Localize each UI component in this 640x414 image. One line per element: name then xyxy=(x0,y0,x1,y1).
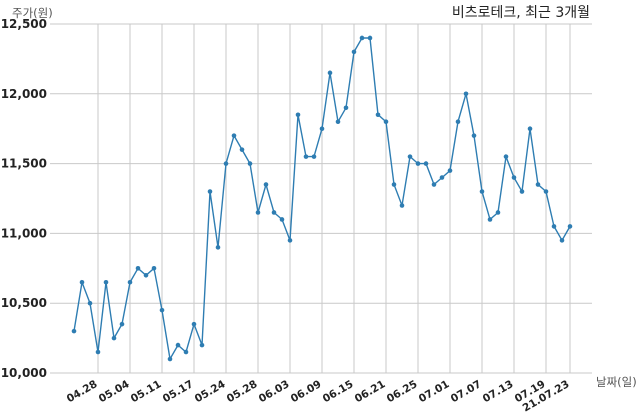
data-point xyxy=(303,154,309,159)
x-tick-label: 05.24 xyxy=(193,378,228,405)
data-point xyxy=(199,342,205,348)
data-point xyxy=(455,119,461,125)
tick-labels: 10,000 10,500 11,000 11,500 12,000 12,500 04.2… xyxy=(1,17,572,414)
data-point xyxy=(127,279,133,285)
data-point xyxy=(151,266,157,271)
y-tick-label: 11,000 xyxy=(1,226,47,240)
data-point xyxy=(111,335,117,341)
data-point xyxy=(471,133,477,138)
x-tick-label: 07.13 xyxy=(481,378,516,405)
data-point xyxy=(535,182,541,187)
data-point xyxy=(359,35,365,41)
data-point xyxy=(559,238,565,243)
data-point xyxy=(159,307,165,313)
data-point xyxy=(391,182,397,187)
data-points xyxy=(71,35,573,362)
data-point xyxy=(503,154,509,159)
data-point xyxy=(255,210,261,215)
x-tick-label: 05.11 xyxy=(129,378,164,405)
x-tick-label: 06.03 xyxy=(257,378,292,405)
data-point xyxy=(495,210,501,215)
data-point xyxy=(447,168,453,173)
data-point xyxy=(247,161,253,166)
data-point xyxy=(551,224,557,229)
x-axis-unit-label: 날짜(일) xyxy=(596,375,637,389)
data-point xyxy=(71,328,77,334)
data-point xyxy=(519,189,525,194)
data-point xyxy=(143,272,149,278)
data-point xyxy=(423,161,429,166)
y-axis-unit-label: 주가(원) xyxy=(12,6,53,20)
x-tick-label: 06.15 xyxy=(321,378,356,405)
data-point xyxy=(415,161,421,166)
x-tick-label: 07.07 xyxy=(449,378,484,405)
x-tick-label: 06.25 xyxy=(385,378,420,405)
data-point xyxy=(207,189,213,194)
data-point xyxy=(463,91,469,97)
x-tick-label: 06.21 xyxy=(353,378,388,405)
y-tick-label: 12,000 xyxy=(1,87,47,101)
data-point xyxy=(191,321,197,327)
data-point xyxy=(335,119,341,125)
data-point xyxy=(215,245,221,250)
data-point xyxy=(223,161,229,166)
data-point xyxy=(527,126,533,131)
data-point xyxy=(239,147,245,152)
data-point xyxy=(319,126,325,131)
data-point xyxy=(375,112,381,118)
data-point xyxy=(295,112,301,118)
data-point xyxy=(367,35,373,41)
data-point xyxy=(311,154,317,159)
data-point xyxy=(279,217,285,222)
y-tick-label: 10,000 xyxy=(1,366,47,380)
data-point xyxy=(327,70,333,76)
data-point xyxy=(439,175,445,180)
data-point xyxy=(479,189,485,194)
data-point xyxy=(103,279,109,285)
x-tick-label: 07.01 xyxy=(417,378,452,405)
data-point xyxy=(175,342,181,348)
data-point xyxy=(167,356,173,362)
grid-layer xyxy=(50,23,592,374)
x-tick-label: 05.17 xyxy=(161,378,196,405)
data-point xyxy=(383,119,389,125)
x-tick-label: 05.04 xyxy=(97,378,132,405)
data-point xyxy=(287,238,293,243)
data-point xyxy=(407,154,413,159)
y-tick-label: 12,500 xyxy=(1,17,47,31)
data-point xyxy=(271,210,277,215)
data-point xyxy=(87,300,93,306)
data-point xyxy=(79,279,85,285)
x-tick-label: 04.28 xyxy=(65,378,100,405)
data-point xyxy=(343,105,349,111)
data-point xyxy=(487,217,493,222)
x-tick-label: 06.09 xyxy=(289,378,324,405)
data-point xyxy=(511,175,517,180)
y-tick-label: 10,500 xyxy=(1,296,47,310)
data-point xyxy=(231,133,237,138)
data-point xyxy=(431,182,437,187)
x-tick-label: 05.28 xyxy=(225,378,260,405)
data-point xyxy=(567,224,573,229)
data-point xyxy=(119,321,125,327)
data-point xyxy=(135,266,141,271)
data-point xyxy=(351,49,357,55)
chart-title: 비츠로테크, 최근 3개월 xyxy=(452,5,590,21)
y-tick-label: 11,500 xyxy=(1,157,47,171)
data-point xyxy=(263,182,269,187)
data-point xyxy=(399,203,405,208)
data-point xyxy=(543,189,549,194)
data-point xyxy=(183,349,189,355)
data-point xyxy=(95,349,101,355)
